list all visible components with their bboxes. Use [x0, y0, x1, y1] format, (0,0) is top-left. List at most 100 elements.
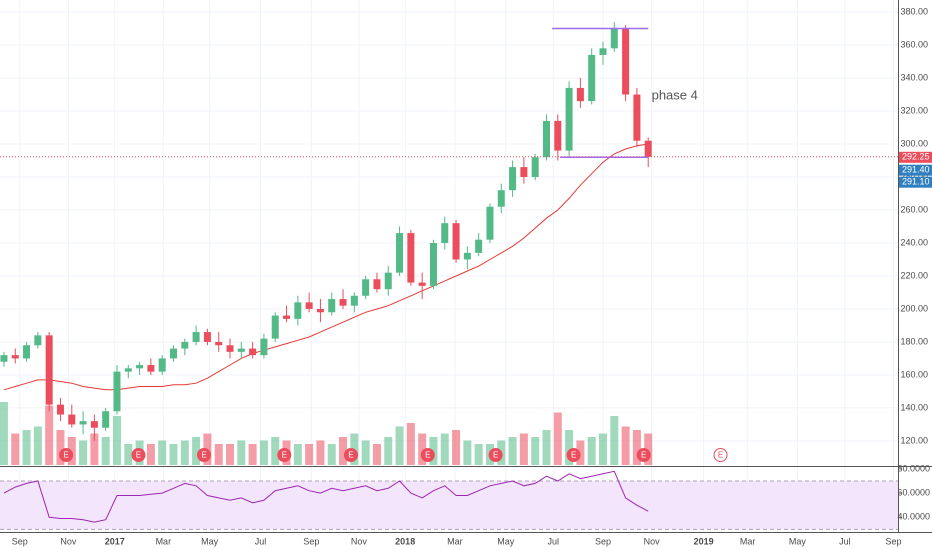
- volume-bar: [169, 444, 178, 465]
- earnings-marker: [636, 448, 651, 462]
- candle-body: [136, 365, 144, 369]
- candle-body: [124, 368, 132, 372]
- x-tick-label: Sep: [885, 536, 901, 546]
- candle-body: [271, 315, 279, 339]
- candle-body: [610, 28, 618, 49]
- candle-body: [11, 355, 19, 359]
- volume-bar: [463, 440, 472, 465]
- price-tag: [899, 176, 932, 188]
- volume-bar: [418, 433, 427, 465]
- rsi-band: [0, 481, 898, 530]
- volume-bar: [587, 437, 596, 465]
- volume-bar: [259, 440, 268, 465]
- volume-bar: [576, 440, 585, 465]
- y-tick-label: 180.00: [900, 336, 928, 346]
- volume-bar: [158, 440, 167, 465]
- earnings-label: E: [348, 451, 353, 460]
- volume-bar: [11, 433, 20, 465]
- volume-bar: [395, 426, 404, 465]
- candle-body: [588, 54, 596, 102]
- candle-body: [181, 341, 189, 349]
- volume-bar: [0, 402, 8, 465]
- volume-bar: [90, 433, 99, 465]
- rsi-tick-label: 60.0000: [897, 487, 930, 497]
- rsi-tick-label: 40.0000: [897, 512, 930, 522]
- candle-body: [305, 302, 313, 309]
- earnings-marker: [420, 448, 435, 462]
- volume-bar: [565, 430, 574, 465]
- candle-body: [147, 365, 155, 372]
- volume-bar: [361, 440, 370, 465]
- price-tag-label: 292.25: [902, 152, 930, 162]
- volume-bar: [372, 444, 381, 465]
- candle-body: [90, 421, 98, 428]
- volume-bar: [316, 440, 325, 465]
- candle-body: [486, 206, 494, 240]
- y-tick-label: 220.00: [900, 270, 928, 280]
- earnings-marker: [197, 448, 212, 462]
- x-tick-label: Sep: [303, 536, 319, 546]
- x-tick-label: May: [497, 536, 515, 546]
- price-tag: [899, 164, 932, 176]
- candle-body: [226, 345, 234, 352]
- volume-bar: [79, 440, 88, 465]
- volume-bar: [384, 437, 393, 465]
- candle-body: [429, 242, 437, 286]
- x-tick-label: Nov: [60, 536, 77, 546]
- price-tag: [899, 151, 932, 163]
- candle-body: [192, 332, 200, 342]
- volume-bar: [124, 444, 133, 465]
- volume-bar: [632, 430, 641, 465]
- candle-body: [23, 345, 31, 359]
- earnings-marker: [343, 448, 358, 462]
- candle-body: [339, 299, 347, 306]
- price-tag-label: 291.10: [902, 177, 930, 187]
- volume-bar: [192, 437, 201, 465]
- x-tick-label: Nov: [351, 536, 368, 546]
- candle-body: [68, 414, 76, 425]
- candle-body: [531, 157, 539, 177]
- volume-bar: [474, 444, 483, 465]
- volume-bar: [542, 430, 551, 465]
- earnings-label: E: [571, 451, 576, 460]
- volume-bar: [553, 412, 562, 465]
- earnings-label: E: [201, 451, 206, 460]
- x-tick-label: Mar: [447, 536, 463, 546]
- candle-body: [362, 279, 370, 296]
- earnings-label: E: [63, 451, 68, 460]
- y-tick-label: 340.00: [900, 72, 928, 82]
- candle-body: [565, 87, 573, 151]
- volume-bar: [214, 444, 223, 465]
- earnings-marker: [713, 448, 728, 462]
- volume-bar: [237, 440, 246, 465]
- earnings-label: E: [425, 451, 430, 460]
- y-tick-label: 320.00: [900, 105, 928, 115]
- candle-body: [283, 315, 291, 319]
- candle-body: [215, 341, 223, 346]
- volume-bar: [226, 444, 235, 465]
- candle-body: [396, 233, 404, 273]
- candle-body: [497, 190, 505, 207]
- volume-bar: [621, 426, 630, 465]
- volume-bar: [101, 437, 110, 465]
- candle-body: [576, 87, 584, 102]
- earnings-label: E: [282, 451, 287, 460]
- candle-body: [79, 421, 87, 425]
- earnings-marker: [277, 448, 292, 462]
- volume-bar: [305, 444, 314, 465]
- candle-body: [328, 299, 336, 313]
- candle-body: [0, 355, 8, 362]
- x-tick-label: Sep: [12, 536, 28, 546]
- earnings-marker: [566, 448, 581, 462]
- candle-body: [554, 120, 562, 151]
- volume-bar: [339, 437, 348, 465]
- volume-bar: [33, 426, 42, 465]
- volume-bar: [598, 433, 607, 465]
- y-tick-label: 140.00: [900, 402, 928, 412]
- y-tick-label: 200.00: [900, 303, 928, 313]
- candle-body: [237, 348, 245, 352]
- annotation: phase 4: [652, 88, 698, 103]
- candle-body: [34, 335, 42, 346]
- y-tick-label: 280.00: [900, 171, 928, 181]
